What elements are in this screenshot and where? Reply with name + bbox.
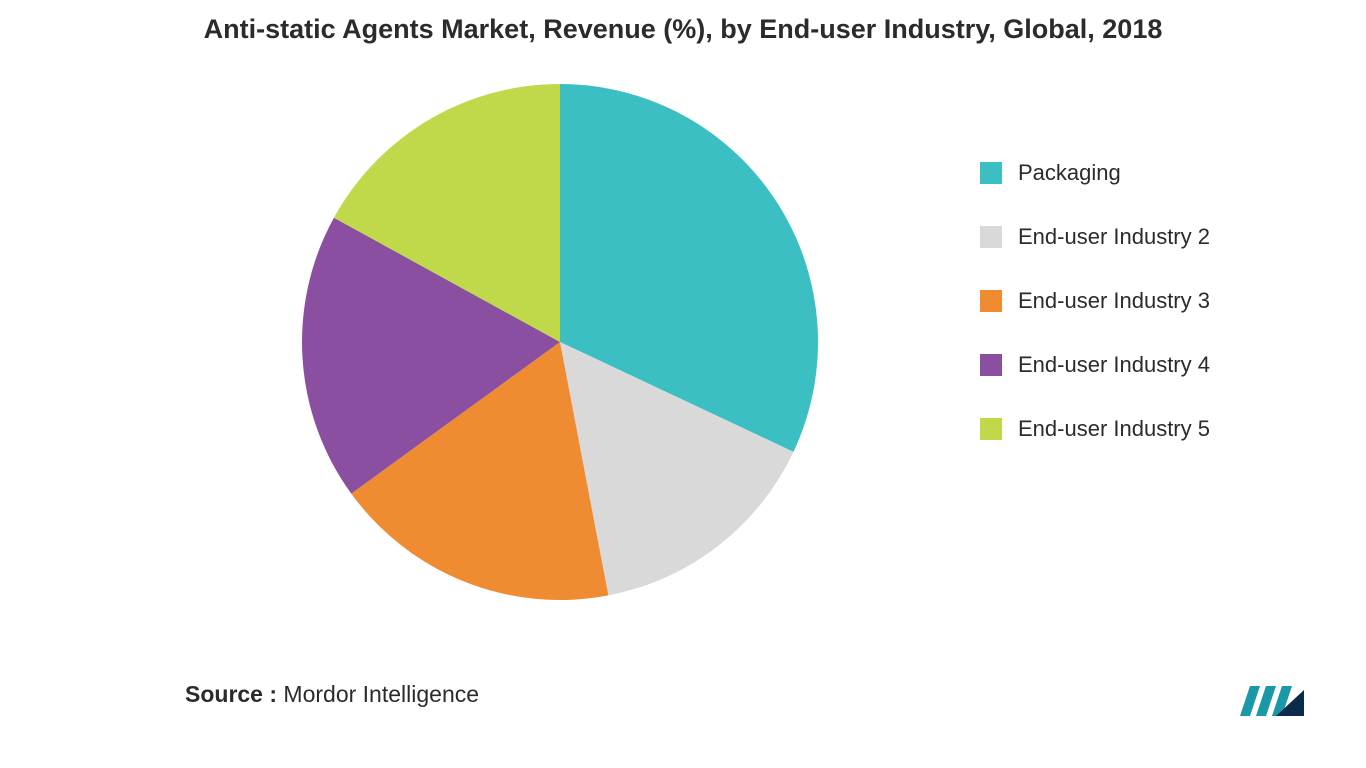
- legend: Packaging End-user Industry 2 End-user Ind…: [980, 160, 1280, 480]
- legend-label-1: End-user Industry 2: [1018, 224, 1210, 250]
- legend-label-3: End-user Industry 4: [1018, 352, 1210, 378]
- chart-title: Anti-static Agents Market, Revenue (%), …: [0, 14, 1366, 45]
- chart-container: Anti-static Agents Market, Revenue (%), …: [0, 0, 1366, 768]
- legend-swatch-0: [980, 162, 1002, 184]
- legend-swatch-4: [980, 418, 1002, 440]
- legend-swatch-3: [980, 354, 1002, 376]
- legend-label-2: End-user Industry 3: [1018, 288, 1210, 314]
- pie-chart: [290, 72, 830, 612]
- logo-bar-icon: [1240, 686, 1260, 716]
- logo-bar-icon: [1256, 686, 1276, 716]
- legend-item-2: End-user Industry 3: [980, 288, 1280, 314]
- source-label: Source :: [185, 681, 283, 707]
- source-value: Mordor Intelligence: [283, 681, 479, 707]
- legend-item-0: Packaging: [980, 160, 1280, 186]
- legend-item-3: End-user Industry 4: [980, 352, 1280, 378]
- legend-label-4: End-user Industry 5: [1018, 416, 1210, 442]
- source-line: Source : Mordor Intelligence: [185, 681, 479, 708]
- brand-logo: [1236, 680, 1306, 724]
- legend-swatch-2: [980, 290, 1002, 312]
- legend-label-0: Packaging: [1018, 160, 1121, 186]
- legend-swatch-1: [980, 226, 1002, 248]
- legend-item-4: End-user Industry 5: [980, 416, 1280, 442]
- legend-item-1: End-user Industry 2: [980, 224, 1280, 250]
